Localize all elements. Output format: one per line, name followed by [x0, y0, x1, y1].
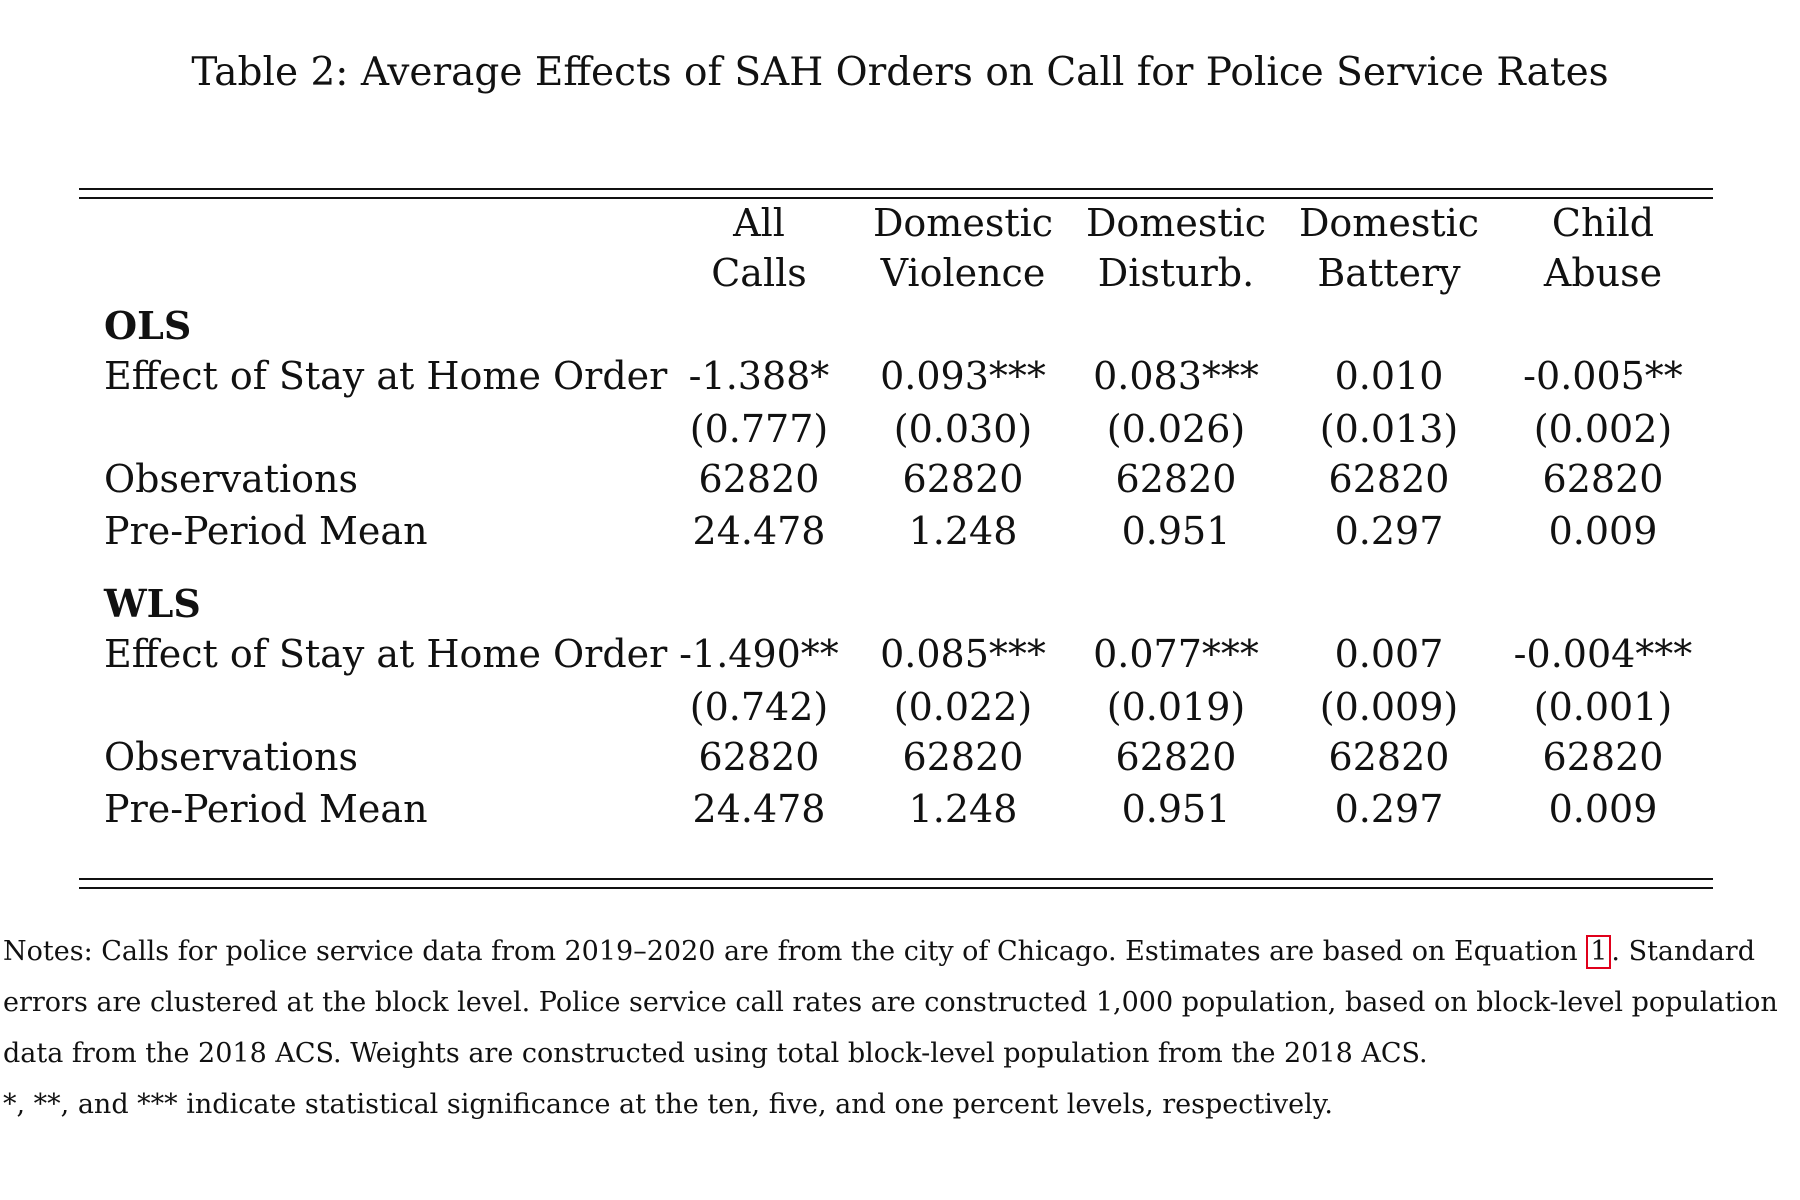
notes-line-4: *, **, and *** indicate statistical sign… [3, 1089, 1334, 1120]
table-cell: 1.248 [908, 509, 1018, 553]
table-cell: (0.022) [893, 685, 1033, 729]
table-cell: (0.742) [689, 685, 829, 729]
column-header-domestic-violence-line1: Domestic [872, 201, 1054, 245]
top-rule-lower [79, 197, 1713, 199]
table-row-ols-effect: Effect of Stay at Home Order -1.388* 0.0… [0, 350, 1800, 403]
table-cell: 0.297 [1334, 787, 1444, 831]
notes-line-1: Notes: Calls for police service data fro… [3, 926, 1793, 977]
panel-heading-wls: WLS [0, 577, 1800, 630]
table-cell: -1.490** [679, 632, 839, 676]
table-cell: (0.001) [1533, 685, 1673, 729]
table-cell: (0.013) [1319, 407, 1459, 451]
column-header-all-calls-line1: All [733, 201, 785, 245]
table-cell: 0.009 [1548, 509, 1658, 553]
table-caption: Table 2: Average Effects of SAH Orders o… [191, 50, 1609, 95]
notes-line-3: data from the 2018 ACS. Weights are cons… [3, 1038, 1428, 1069]
table-cell: 0.951 [1121, 509, 1231, 553]
row-label: Effect of Stay at Home Order [104, 632, 668, 676]
table-cell: 62820 [1115, 735, 1237, 779]
row-label: Observations [104, 735, 359, 779]
table-row-wls-std-error: (0.742) (0.022) (0.019) (0.009) (0.001) [0, 681, 1800, 734]
column-header-row-1: All Domestic Domestic Domestic Child [0, 197, 1800, 250]
notes-line-2: errors are clustered at the block level.… [3, 987, 1778, 1018]
column-header-domestic-battery-line1: Domestic [1298, 201, 1480, 245]
table-row-wls-observations: Observations 62820 62820 62820 62820 628… [0, 731, 1800, 784]
table-row-ols-std-error: (0.777) (0.030) (0.026) (0.013) (0.002) [0, 403, 1800, 456]
panel-heading-ols: OLS [0, 299, 1800, 352]
column-header-all-calls-line2: Calls [711, 251, 807, 295]
notes-line-1-text: Notes: Calls for police service data fro… [3, 936, 1587, 967]
table-cell: 62820 [1542, 457, 1664, 501]
table-cell: (0.777) [689, 407, 829, 451]
column-header-row-2: Calls Violence Disturb. Battery Abuse [0, 247, 1800, 300]
bottom-rule-lower [79, 887, 1713, 889]
table-cell: (0.030) [893, 407, 1033, 451]
table-notes: Notes: Calls for police service data fro… [3, 926, 1793, 1130]
row-label: Pre-Period Mean [104, 787, 428, 831]
table-cell: 0.083*** [1093, 354, 1259, 398]
table-cell: 0.093*** [880, 354, 1046, 398]
table-row-ols-observations: Observations 62820 62820 62820 62820 628… [0, 453, 1800, 506]
table-cell: 62820 [1328, 457, 1450, 501]
table-cell: 0.009 [1548, 787, 1658, 831]
column-header-domestic-battery-line2: Battery [1317, 251, 1461, 295]
table-cell: 24.478 [692, 787, 826, 831]
table-cell: 62820 [1115, 457, 1237, 501]
table-cell: 62820 [1328, 735, 1450, 779]
table-cell: 62820 [902, 457, 1024, 501]
bottom-rule-upper [79, 878, 1713, 880]
row-label: Observations [104, 457, 359, 501]
column-header-domestic-disturb-line2: Disturb. [1097, 251, 1255, 295]
table-cell: 62820 [698, 457, 820, 501]
table-row-wls-pre-period-mean: Pre-Period Mean 24.478 1.248 0.951 0.297… [0, 783, 1800, 836]
notes-line-1-tail: . Standard [1611, 936, 1755, 967]
table-cell: (0.019) [1106, 685, 1246, 729]
table-row-wls-effect: Effect of Stay at Home Order -1.490** 0.… [0, 628, 1800, 681]
table-cell: 1.248 [908, 787, 1018, 831]
top-rule-upper [79, 188, 1713, 190]
table-cell: 62820 [902, 735, 1024, 779]
panel-title-wls: WLS [104, 581, 201, 626]
table-cell: 0.007 [1334, 632, 1444, 676]
table-cell: -0.004*** [1513, 632, 1693, 676]
table-cell: 24.478 [692, 509, 826, 553]
table-cell: 0.010 [1334, 354, 1444, 398]
table-cell: -0.005** [1523, 354, 1683, 398]
column-header-domestic-violence-line2: Violence [880, 251, 1046, 295]
panel-title-ols: OLS [104, 303, 192, 348]
table-cell: 62820 [1542, 735, 1664, 779]
table-cell: 0.951 [1121, 787, 1231, 831]
table-cell: -1.388* [688, 354, 830, 398]
table-cell: 62820 [698, 735, 820, 779]
column-header-child-abuse-line1: Child [1551, 201, 1655, 245]
table-cell: 0.085*** [880, 632, 1046, 676]
column-header-domestic-disturb-line1: Domestic [1085, 201, 1267, 245]
table-row-ols-pre-period-mean: Pre-Period Mean 24.478 1.248 0.951 0.297… [0, 505, 1800, 558]
row-label: Effect of Stay at Home Order [104, 354, 668, 398]
column-header-child-abuse-line2: Abuse [1543, 251, 1663, 295]
row-label: Pre-Period Mean [104, 509, 428, 553]
table-cell: 0.077*** [1093, 632, 1259, 676]
table-cell: (0.009) [1319, 685, 1459, 729]
table-cell: 0.297 [1334, 509, 1444, 553]
table-cell: (0.026) [1106, 407, 1246, 451]
table-cell: (0.002) [1533, 407, 1673, 451]
equation-reference-link[interactable]: 1 [1586, 935, 1612, 969]
